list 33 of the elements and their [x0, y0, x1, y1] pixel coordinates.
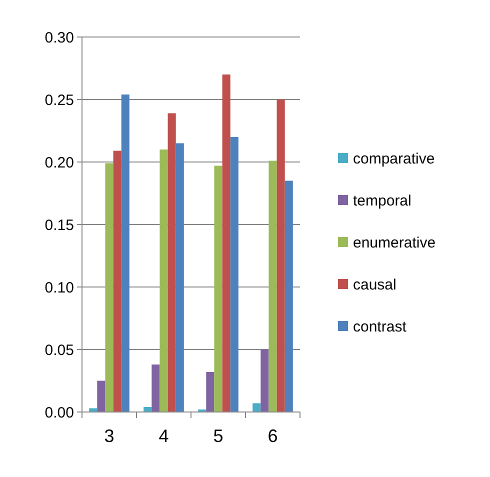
bar [252, 403, 261, 412]
bar [168, 113, 176, 412]
legend-label: contrast [353, 318, 408, 336]
y-tick-label: 0.00 [44, 404, 74, 422]
bar [152, 364, 160, 412]
bar [97, 380, 106, 412]
y-tick-label: 0.05 [44, 342, 74, 359]
bar [276, 100, 285, 412]
legend-label: comparative [353, 150, 435, 168]
legend-label: causal [353, 276, 396, 294]
bar [260, 350, 269, 412]
y-tick-label: 0.30 [44, 29, 74, 46]
bar [214, 166, 222, 412]
bar [105, 163, 114, 412]
x-tick-label: 6 [268, 426, 278, 446]
bar [268, 160, 277, 412]
bar [160, 150, 168, 412]
bar [222, 74, 230, 412]
bar [176, 143, 184, 412]
bar [121, 94, 130, 412]
bar [284, 180, 293, 412]
bar [206, 372, 214, 412]
x-tick-label: 3 [104, 426, 114, 446]
bar [230, 137, 238, 412]
bar [113, 150, 122, 412]
x-tick-label: 5 [213, 426, 224, 446]
legend-label: temporal [353, 192, 412, 210]
y-tick-label: 0.10 [44, 279, 74, 296]
y-tick-label: 0.25 [44, 92, 74, 109]
y-tick-label: 0.15 [44, 216, 74, 234]
legend-label: enumerative [353, 234, 436, 252]
x-tick-label: 4 [158, 426, 169, 446]
y-tick-label: 0.20 [44, 154, 74, 172]
